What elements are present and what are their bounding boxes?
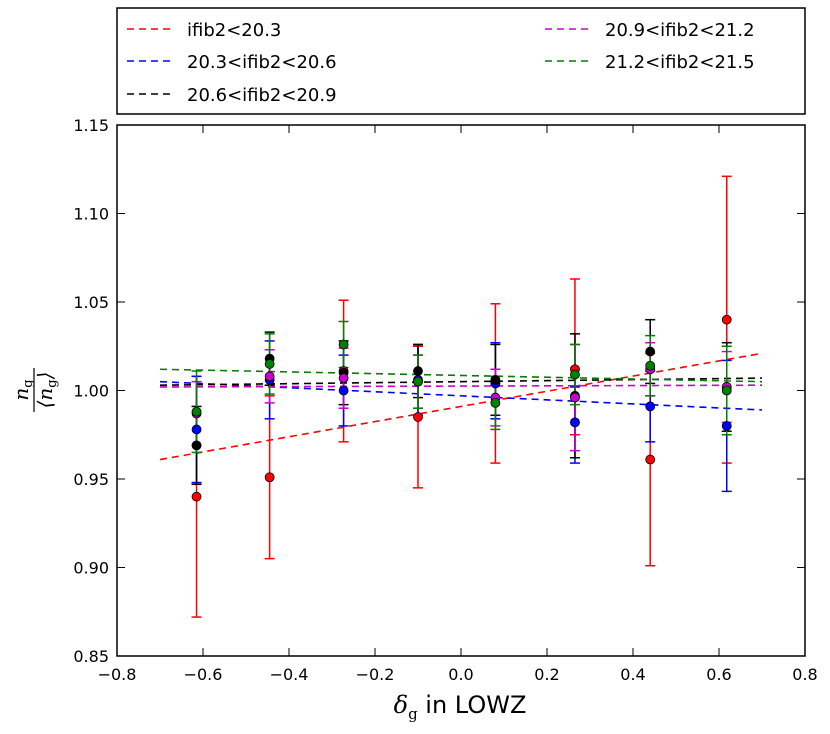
data-point <box>338 339 349 350</box>
data-point <box>721 420 732 431</box>
x-tick-label: 0.2 <box>534 665 559 684</box>
data-point <box>721 314 732 325</box>
data-point <box>645 346 656 357</box>
y-tick-label: 1.10 <box>73 205 109 224</box>
legend-label: 20.6<ifib2<20.9 <box>187 85 337 106</box>
fit-line <box>159 384 763 388</box>
fit-line <box>159 368 763 383</box>
legend-label: 20.3<ifib2<20.6 <box>187 52 337 73</box>
x-tick-label: −0.4 <box>270 665 309 684</box>
data-point <box>413 376 423 387</box>
data-point <box>191 440 202 451</box>
data-point <box>191 424 202 435</box>
fit-line <box>159 352 763 461</box>
plot-area: −0.8 −0.6 −0.4 −0.2 0.0 0.2 0.4 0.6 0.8 0.85 0.90… <box>73 116 817 684</box>
y-axis-title-numerator: ng <box>9 379 36 400</box>
y-tick-label: 1.15 <box>73 116 109 135</box>
data-point <box>338 385 349 396</box>
data-point <box>264 472 275 483</box>
y-tick-label: 0.85 <box>73 647 109 666</box>
y-axis-title-denominator: ⟨ng⟩ <box>33 372 60 409</box>
x-tick-label: −0.8 <box>98 665 137 684</box>
x-tick-label: 0.4 <box>620 665 645 684</box>
data-point <box>191 491 202 502</box>
data-point <box>413 366 423 376</box>
legend-label: ifib2<20.3 <box>187 20 281 41</box>
legend-label: 20.9<ifib2<21.2 <box>605 20 755 41</box>
data-point <box>570 417 580 428</box>
y-tick-label: 0.95 <box>73 470 109 489</box>
data-point <box>645 360 656 371</box>
data-point <box>570 369 580 380</box>
legend-frame <box>116 7 806 115</box>
data-point <box>264 371 275 382</box>
x-tick-label: −0.2 <box>356 665 395 684</box>
data-point <box>191 406 202 417</box>
data-point <box>413 412 423 422</box>
x-tick-label: −0.6 <box>184 665 223 684</box>
y-axis-title: ng ⟨ng⟩ <box>9 368 60 412</box>
x-axis-title: δg in LOWZ <box>394 691 527 723</box>
x-tick-label: 0.6 <box>706 665 731 684</box>
legend: ifib2<20.3 20.3<ifib2<20.6 20.6<ifib2<20.9… <box>116 7 806 115</box>
data-point <box>264 359 275 369</box>
data-point <box>721 385 732 396</box>
data-point <box>645 454 656 465</box>
y-tick-label: 1.00 <box>73 382 109 401</box>
data-point <box>645 401 656 412</box>
y-tick-label: 1.05 <box>73 293 109 312</box>
data-point <box>570 392 580 403</box>
data-point <box>338 373 349 384</box>
plot-background <box>117 125 805 656</box>
x-tick-label: 0.0 <box>448 665 473 684</box>
data-point <box>490 374 501 385</box>
fit-line <box>159 377 763 386</box>
legend-label: 21.2<ifib2<21.5 <box>605 52 755 73</box>
data-point <box>490 397 501 408</box>
x-tick-label: 0.8 <box>792 665 817 684</box>
y-tick-label: 0.90 <box>73 559 109 578</box>
